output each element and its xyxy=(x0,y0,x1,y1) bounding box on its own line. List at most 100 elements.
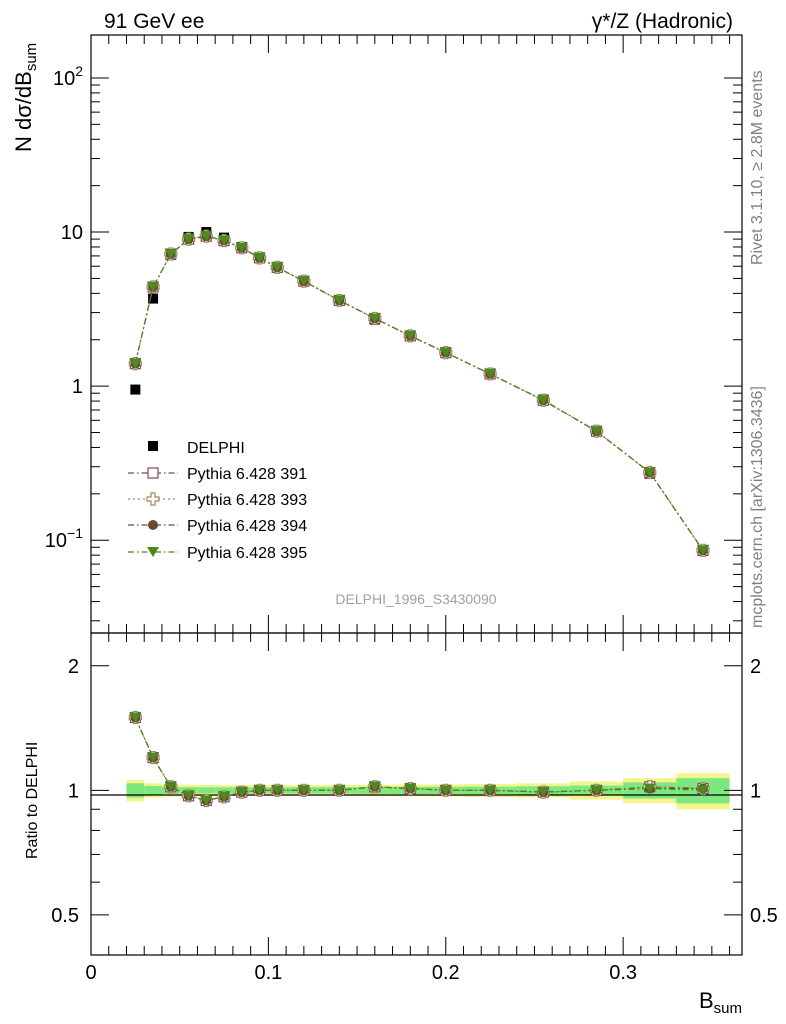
ratio-ytick-label-right-2: 0.5 xyxy=(750,905,778,927)
ratio-band-stat-1 xyxy=(144,785,162,795)
ratio-ytick-label-left-2: 0.5 xyxy=(51,905,79,927)
ratio-point-3-11 xyxy=(368,781,381,792)
ratio-point-3-6 xyxy=(235,787,248,798)
main-point-4-8 xyxy=(271,262,284,273)
main-ytick-label-1: 10 xyxy=(61,222,83,244)
main-ytick-exp: 2 xyxy=(75,63,83,79)
ratio-point-3-12 xyxy=(404,783,417,794)
main-point-4-4 xyxy=(200,231,213,242)
main-ytick-label-2: 1 xyxy=(72,376,83,398)
ratio-series-3 xyxy=(129,712,709,806)
main-ytick-base: 10 xyxy=(53,68,75,90)
main-ytick-exp: −1 xyxy=(67,525,83,541)
main-y-axis-label-sub: sum xyxy=(23,43,40,71)
ratio-point-3-9 xyxy=(297,785,310,796)
ratio-ytick-label-right-1: 1 xyxy=(750,780,761,802)
main-point-4-0 xyxy=(129,358,142,369)
ratio-series-marks xyxy=(128,710,710,808)
main-series-marks xyxy=(128,227,710,557)
ratio-ytick-label-left-0: 2 xyxy=(68,656,79,678)
header-right-label: γ*/Z (Hadronic) xyxy=(592,10,733,33)
x-tick-label-3: 0.3 xyxy=(609,962,637,984)
ratio-ytick-label-left-1: 1 xyxy=(68,780,79,802)
ratio-point-3-15 xyxy=(537,787,550,798)
ratio-point-3-16 xyxy=(590,785,603,796)
main-ytick-base: 10 xyxy=(61,222,83,244)
ratio-frame xyxy=(90,632,743,956)
legend-entry-394: Pythia 6.428 394 xyxy=(128,518,307,535)
x-tick-label-1: 0.1 xyxy=(254,962,282,984)
x-tick-label-0: 0 xyxy=(85,962,96,984)
ratio-band-stat-4 xyxy=(197,787,216,794)
legend-entry-395: Pythia 6.428 395 xyxy=(128,545,307,562)
header-left-label: 91 GeV ee xyxy=(104,10,204,33)
main-point-4-11 xyxy=(368,313,381,324)
ratio-y-axis-label: Ratio to DELPHI xyxy=(24,742,41,859)
main-point-4-17 xyxy=(643,467,656,478)
legend: DELPHI Pythia 6.428 391 Pythia 6.428 393… xyxy=(128,440,307,562)
legend-entry-391: Pythia 6.428 391 xyxy=(128,466,307,483)
ratio-point-3-3 xyxy=(182,790,195,801)
ratio-uncertainty-bands xyxy=(126,773,730,810)
mcplots-label: mcplots.cern.ch [arXiv:1306.3436] xyxy=(749,386,766,628)
ratio-point-3-10 xyxy=(333,785,346,796)
main-point-4-18 xyxy=(696,545,709,556)
main-point-4-5 xyxy=(218,235,231,246)
legend-label-393: Pythia 6.428 393 xyxy=(187,492,307,509)
main-point-4-14 xyxy=(484,368,497,379)
legend-marker-394 xyxy=(148,520,158,530)
ratio-point-3-2 xyxy=(164,781,177,792)
main-ytick-base: 1 xyxy=(72,376,83,398)
main-y-axis-label-main: N dσ/dB xyxy=(11,71,36,152)
legend-marker-395 xyxy=(147,547,159,557)
main-point-4-6 xyxy=(235,242,248,253)
main-point-4-2 xyxy=(164,249,177,260)
main-point-4-10 xyxy=(333,295,346,306)
main-point-4-16 xyxy=(590,426,603,437)
ratio-point-3-7 xyxy=(253,785,266,796)
legend-entry-393: Pythia 6.428 393 xyxy=(128,492,307,509)
main-point-4-15 xyxy=(537,395,550,406)
main-point-4-3 xyxy=(182,234,195,245)
x-axis-label: Bsum xyxy=(699,988,742,1017)
ratio-point-3-1 xyxy=(147,752,160,763)
ratio-point-3-18 xyxy=(696,785,709,796)
main-point-4-9 xyxy=(297,276,310,287)
main-point-0-0 xyxy=(130,384,141,395)
ratio-x-axis: 0 0.1 0.2 0.3 xyxy=(85,633,731,984)
legend-label-delphi: DELPHI xyxy=(187,440,245,457)
ratio-point-3-0 xyxy=(129,712,142,723)
main-y-axis-label: N dσ/dBsum xyxy=(11,43,40,152)
legend-label-391: Pythia 6.428 391 xyxy=(187,466,307,483)
main-ytick-base: 10 xyxy=(45,530,67,552)
x-axis-label-sub: sum xyxy=(714,1000,742,1017)
x-tick-label-2: 0.2 xyxy=(432,962,460,984)
legend-entry-delphi: DELPHI xyxy=(148,440,245,457)
main-x-ticks xyxy=(90,35,731,633)
legend-label-395: Pythia 6.428 395 xyxy=(187,545,307,562)
x-axis-label-main: B xyxy=(699,988,714,1013)
ratio-panel: 2 2 1 1 0.5 0.5 0 0.1 0.2 0.3 Ratio to DELPHI Bs… xyxy=(24,632,778,1017)
main-point-4-1 xyxy=(147,281,160,292)
legend-marker-delphi xyxy=(148,441,158,451)
ratio-band-stat-0 xyxy=(126,783,145,798)
rivet-version-label: Rivet 3.1.10, ≥ 2.8M events xyxy=(749,70,766,265)
ratio-point-3-13 xyxy=(439,785,452,796)
ratio-ytick-label-right-0: 2 xyxy=(750,656,761,678)
ratio-point-3-17 xyxy=(643,783,656,794)
legend-marker-391 xyxy=(147,467,159,479)
ratio-point-3-8 xyxy=(271,785,284,796)
main-point-4-12 xyxy=(404,330,417,341)
ratio-point-3-5 xyxy=(218,791,231,802)
watermark: DELPHI_1996_S3430090 xyxy=(335,591,496,607)
main-ytick-label-0: 102 xyxy=(53,63,83,90)
ratio-y-axis: 2 2 1 1 0.5 0.5 xyxy=(51,656,778,956)
main-series-4 xyxy=(129,231,709,556)
legend-label-394: Pythia 6.428 394 xyxy=(187,518,307,535)
main-ytick-label-3: 10−1 xyxy=(45,525,83,552)
legend-marker-393 xyxy=(146,492,160,506)
main-point-4-7 xyxy=(253,252,266,263)
